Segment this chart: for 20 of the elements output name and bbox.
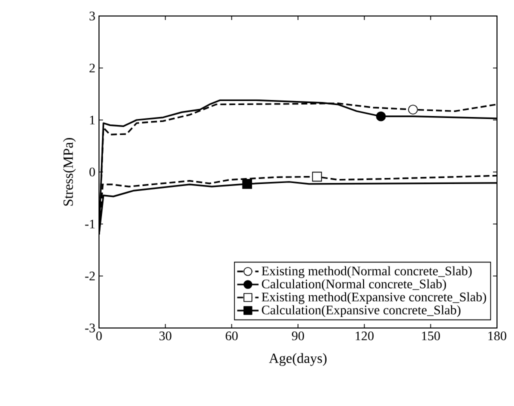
x-tick-label: 30 bbox=[159, 332, 172, 340]
y-axis-title: Stress(MPa) bbox=[63, 138, 76, 206]
x-tick-label: 60 bbox=[226, 332, 238, 340]
x-tick-label: 120 bbox=[356, 332, 374, 340]
y-tick-label: -2 bbox=[85, 272, 95, 280]
x-tick-label: 90 bbox=[292, 332, 304, 340]
y-tick-label: 0 bbox=[89, 168, 95, 176]
y-tick-label: -3 bbox=[85, 324, 95, 332]
y-tick-label: 2 bbox=[90, 64, 95, 72]
y-tick-label: -1 bbox=[85, 220, 95, 228]
legend-label: Existing method(Expansive concrete_Slab) bbox=[262, 292, 486, 304]
x-axis-title: Age(days) bbox=[268, 353, 327, 366]
x-tick-label: 180 bbox=[488, 332, 506, 340]
y-tick-label: 1 bbox=[90, 116, 95, 124]
x-tick-label: 0 bbox=[96, 332, 102, 340]
y-tick-label: 3 bbox=[90, 12, 95, 20]
legend-label: Calculation(Expansive concrete_Slab) bbox=[262, 305, 460, 318]
legend-label: Existing method(Normal concrete_Slab) bbox=[262, 266, 472, 278]
legend-label: Calculation(Normal concrete_Slab) bbox=[262, 279, 446, 292]
x-tick-label: 150 bbox=[422, 332, 440, 340]
